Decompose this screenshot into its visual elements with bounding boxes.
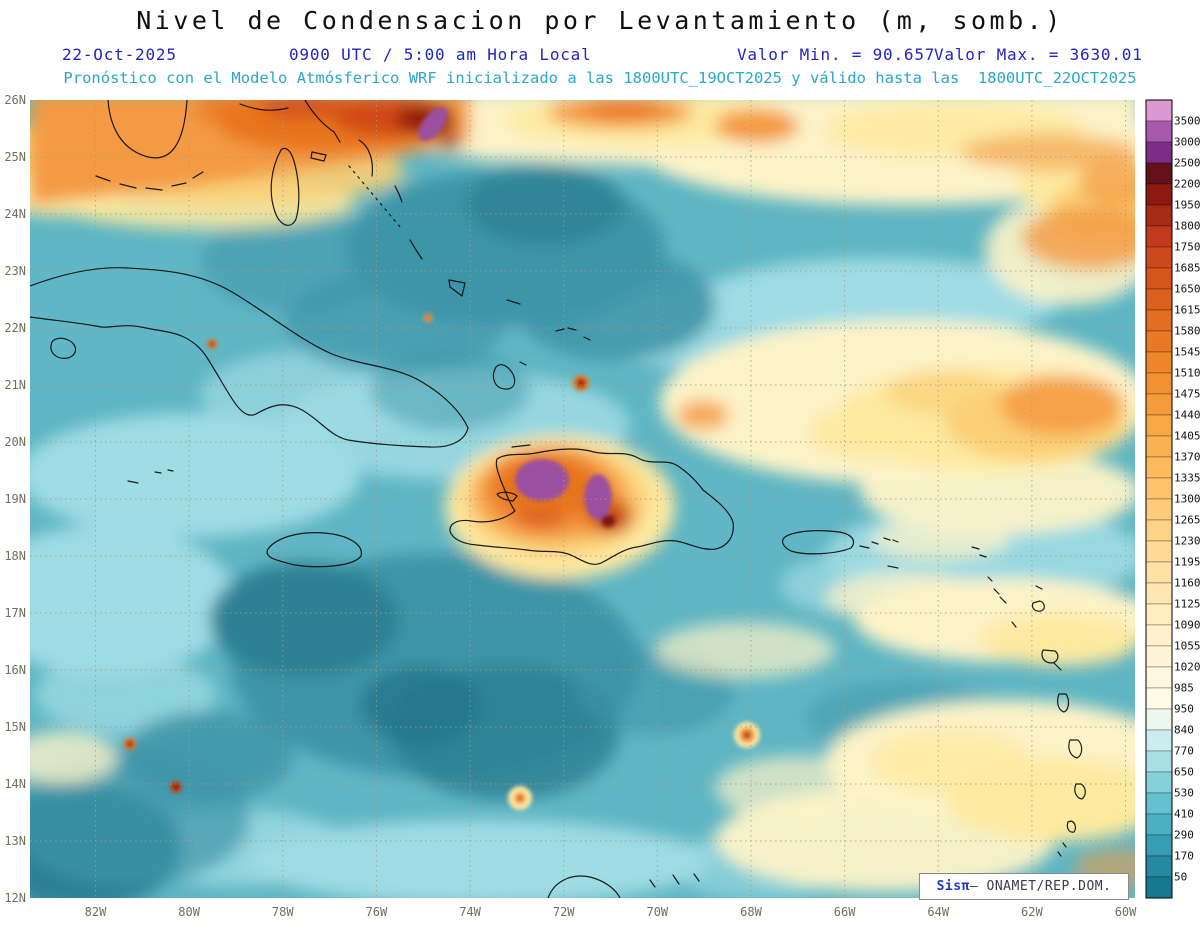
- lat-tick-21N: 21N: [4, 378, 26, 392]
- colorbar-level-2200: 2200: [1174, 177, 1200, 191]
- colorbar-level-3000: 3000: [1174, 135, 1200, 149]
- colorbar-level-530: 530: [1174, 786, 1194, 800]
- colorbar-level-1750: 1750: [1174, 240, 1200, 254]
- colorbar-level-1405: 1405: [1174, 429, 1200, 443]
- lon-tick-74W: 74W: [459, 905, 481, 919]
- lat-tick-16N: 16N: [4, 663, 26, 677]
- colorbar-level-1265: 1265: [1174, 513, 1200, 527]
- coast-hispaniola: [449, 448, 734, 565]
- colorbar-level-1195: 1195: [1174, 555, 1200, 569]
- colorbar-level-650: 650: [1174, 765, 1194, 779]
- coast-cayman: [127, 469, 174, 484]
- colorbar-level-1950: 1950: [1174, 198, 1200, 212]
- coast-bahamas-central: [310, 139, 521, 305]
- lon-tick-76W: 76W: [365, 905, 388, 919]
- colorbar-level-1090: 1090: [1174, 618, 1200, 632]
- coast-virgin-islands: [883, 537, 899, 569]
- colorbar-level-1580: 1580: [1174, 324, 1200, 338]
- run-date-label: 22-Oct-2025: [62, 45, 177, 64]
- map-shading: [30, 100, 1135, 898]
- colorbar-level-1545: 1545: [1174, 345, 1200, 359]
- colorbar-level-3500: 3500: [1174, 114, 1200, 128]
- coast-gonave-tortuga: [496, 444, 531, 502]
- lon-tick-68W: 68W: [740, 905, 762, 919]
- lat-tick-25N: 25N: [4, 150, 26, 164]
- lon-tick-82W: 82W: [84, 905, 107, 919]
- lat-tick-17N: 17N: [4, 606, 26, 620]
- lat-tick-14N: 14N: [4, 777, 26, 791]
- coast-turks-caicos: [555, 327, 591, 341]
- lat-tick-20N: 20N: [4, 435, 26, 449]
- lon-tick-64W: 64W: [927, 905, 950, 919]
- lat-tick-19N: 19N: [4, 492, 26, 506]
- coast-andros: [270, 147, 300, 226]
- lon-tick-66W: 66W: [833, 905, 856, 919]
- lon-tick-80W: 80W: [178, 905, 200, 919]
- lat-tick-23N: 23N: [4, 264, 26, 278]
- credit-sis-text: Sis: [936, 879, 962, 894]
- colorbar-level-1685: 1685: [1174, 261, 1200, 275]
- coast-bahamas-north: [239, 100, 341, 143]
- coast-florida-keys: [95, 171, 204, 191]
- lon-tick-70W: 70W: [646, 905, 669, 919]
- colorbar-level-1125: 1125: [1174, 597, 1200, 611]
- lon-tick-60W: 60W: [1114, 905, 1137, 919]
- colorbar-level-1510: 1510: [1174, 366, 1200, 380]
- lat-tick-13N: 13N: [4, 834, 26, 848]
- credit-org-label: – ONAMET/REP.DOM.: [969, 879, 1112, 894]
- colorbar-level-50: 50: [1174, 870, 1188, 884]
- colorbar-level-950: 950: [1174, 702, 1194, 716]
- colorbar-level-1230: 1230: [1174, 534, 1200, 548]
- forecast-line: Pronóstico con el Modelo Atmósferico WRF…: [63, 69, 1137, 87]
- colorbar-level-1800: 1800: [1174, 219, 1200, 233]
- lat-tick-22N: 22N: [4, 321, 26, 335]
- lat-tick-26N: 26N: [4, 93, 26, 107]
- colorbar-level-1615: 1615: [1174, 303, 1200, 317]
- coast-florida: [107, 100, 188, 159]
- colorbar-level-840: 840: [1174, 723, 1194, 737]
- coast-leeward-islands: [971, 546, 1045, 628]
- coast-cuba: [30, 267, 469, 448]
- lat-tick-15N: 15N: [4, 720, 26, 734]
- colorbar-level-985: 985: [1174, 681, 1194, 695]
- lat-tick-18N: 18N: [4, 549, 26, 563]
- colorbar-level-1160: 1160: [1174, 576, 1200, 590]
- pi-symbol: π: [961, 879, 970, 894]
- colorbar-level-290: 290: [1174, 828, 1194, 842]
- coast-south-america: [547, 873, 700, 898]
- lat-tick-12N: 12N: [4, 891, 26, 905]
- valid-time-label: 0900 UTC / 5:00 am Hora Local: [289, 45, 592, 64]
- colorbar-level-2500: 2500: [1174, 156, 1200, 170]
- colorbar-level-1370: 1370: [1174, 450, 1200, 464]
- lat-tick-24N: 24N: [4, 207, 26, 221]
- coast-isla-juventud: [50, 337, 77, 359]
- coast-puerto-rico: [781, 530, 879, 555]
- coast-exuma-cays: [348, 165, 402, 229]
- grid-lines: [30, 100, 1135, 898]
- colorbar-level-1475: 1475: [1174, 387, 1200, 401]
- credit-badge: Sisπ – ONAMET/REP.DOM.: [919, 873, 1129, 900]
- credit-sispi-label: Sisπ: [937, 879, 970, 894]
- lon-tick-72W: 72W: [552, 905, 575, 919]
- colorbar-level-1020: 1020: [1174, 660, 1200, 674]
- colorbar: [1145, 99, 1173, 899]
- colorbar-level-1650: 1650: [1174, 282, 1200, 296]
- coastlines: [30, 100, 1086, 898]
- colorbar-level-1300: 1300: [1174, 492, 1200, 506]
- page-title: Nivel de Condensacion por Levantamiento …: [136, 6, 1064, 35]
- coast-jamaica: [266, 532, 362, 568]
- value-min-label: Valor Min. = 90.657: [737, 45, 936, 64]
- colorbar-level-410: 410: [1174, 807, 1194, 821]
- lon-tick-78W: 78W: [271, 905, 294, 919]
- colorbar-level-170: 170: [1174, 849, 1194, 863]
- colorbar-level-1055: 1055: [1174, 639, 1200, 653]
- value-max-label: Valor Max. = 3630.01: [934, 45, 1143, 64]
- colorbar-level-1440: 1440: [1174, 408, 1200, 422]
- coast-inagua: [492, 361, 527, 390]
- colorbar-level-1335: 1335: [1174, 471, 1200, 485]
- colorbar-level-770: 770: [1174, 744, 1194, 758]
- lon-tick-62W: 62W: [1021, 905, 1043, 919]
